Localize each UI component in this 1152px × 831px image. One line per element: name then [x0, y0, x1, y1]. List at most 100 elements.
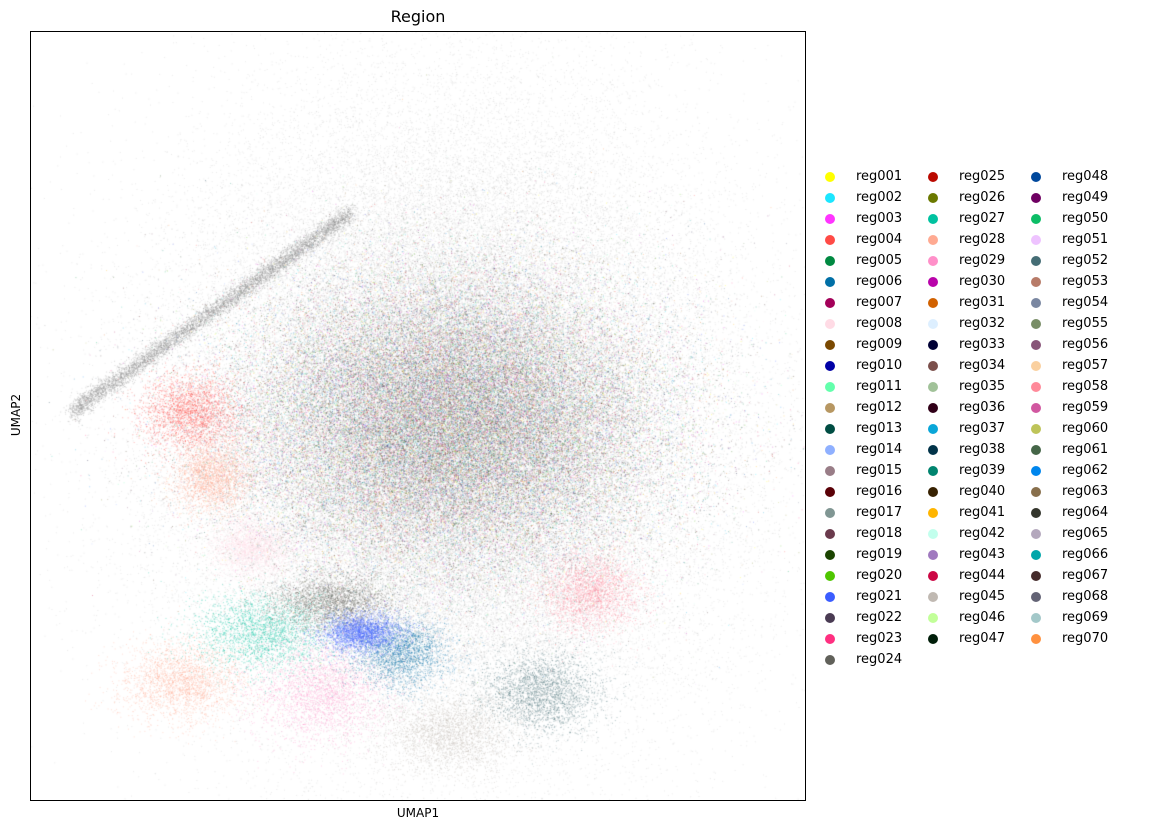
legend-item: reg005: [822, 250, 925, 271]
legend-marker: [928, 444, 938, 455]
legend-item: reg039: [925, 460, 1028, 481]
legend-label: reg004: [856, 232, 903, 247]
legend-item: reg067: [1028, 565, 1131, 586]
legend-label: reg023: [856, 631, 903, 646]
legend-item: reg065: [1028, 523, 1131, 544]
legend-marker: [1031, 192, 1041, 203]
legend-item: reg009: [822, 334, 925, 355]
legend-label: reg035: [959, 379, 1006, 394]
legend-label: reg063: [1062, 484, 1109, 499]
legend-marker: [928, 486, 938, 497]
legend-marker: [928, 318, 938, 329]
legend-item: reg003: [822, 208, 925, 229]
legend-label: reg009: [856, 337, 903, 352]
legend-marker: [1031, 213, 1041, 224]
legend-marker: [825, 444, 835, 455]
legend-item: reg034: [925, 355, 1028, 376]
legend-marker: [928, 612, 938, 623]
legend-marker: [928, 528, 938, 539]
legend-item: reg001: [822, 166, 925, 187]
legend-marker: [825, 570, 835, 581]
legend-marker: [1031, 171, 1041, 182]
legend-marker: [825, 360, 835, 371]
legend-item: reg025: [925, 166, 1028, 187]
legend-item: reg063: [1028, 481, 1131, 502]
legend-marker: [928, 402, 938, 413]
umap-scatter-canvas: [31, 32, 805, 800]
legend-item: reg020: [822, 565, 925, 586]
legend-label: reg007: [856, 295, 903, 310]
legend-item: reg032: [925, 313, 1028, 334]
legend-label: reg037: [959, 421, 1006, 436]
legend-item: reg052: [1028, 250, 1131, 271]
legend-label: reg016: [856, 484, 903, 499]
legend-item: reg045: [925, 586, 1028, 607]
legend-label: reg020: [856, 568, 903, 583]
legend-item: reg014: [822, 439, 925, 460]
legend-marker: [1031, 612, 1041, 623]
legend-label: reg045: [959, 589, 1006, 604]
legend-item: reg058: [1028, 376, 1131, 397]
legend-marker: [1031, 507, 1041, 518]
legend-marker: [928, 192, 938, 203]
legend-label: reg013: [856, 421, 903, 436]
legend-label: reg043: [959, 547, 1006, 562]
legend-label: reg014: [856, 442, 903, 457]
legend-item: reg057: [1028, 355, 1131, 376]
legend-item: reg035: [925, 376, 1028, 397]
legend-item: reg060: [1028, 418, 1131, 439]
legend-label: reg028: [959, 232, 1006, 247]
legend-item: reg036: [925, 397, 1028, 418]
legend-label: reg048: [1062, 169, 1109, 184]
legend-marker: [1031, 297, 1041, 308]
legend-item: reg061: [1028, 439, 1131, 460]
legend-item: reg017: [822, 502, 925, 523]
legend-marker: [1031, 486, 1041, 497]
legend-label: reg068: [1062, 589, 1109, 604]
legend-label: reg032: [959, 316, 1006, 331]
legend-item: reg048: [1028, 166, 1131, 187]
legend-marker: [928, 213, 938, 224]
legend-label: reg022: [856, 610, 903, 625]
legend-marker: [1031, 570, 1041, 581]
x-axis-label: UMAP1: [396, 806, 440, 820]
legend-label: reg066: [1062, 547, 1109, 562]
legend-label: reg002: [856, 190, 903, 205]
legend-item: reg064: [1028, 502, 1131, 523]
legend-item: reg002: [822, 187, 925, 208]
legend-column: reg048 reg049 reg050 reg051 reg052 reg053 reg0…: [1028, 166, 1131, 670]
legend-item: reg027: [925, 208, 1028, 229]
legend-marker: [1031, 381, 1041, 392]
legend-label: reg025: [959, 169, 1006, 184]
legend-label: reg038: [959, 442, 1006, 457]
legend-item: reg028: [925, 229, 1028, 250]
legend-item: reg070: [1028, 628, 1131, 649]
legend-marker: [1031, 318, 1041, 329]
legend-item: reg016: [822, 481, 925, 502]
legend-label: reg042: [959, 526, 1006, 541]
legend-label: reg031: [959, 295, 1006, 310]
legend-marker: [1031, 465, 1041, 476]
legend-item: reg042: [925, 523, 1028, 544]
legend-item: reg007: [822, 292, 925, 313]
legend-label: reg056: [1062, 337, 1109, 352]
legend-label: reg041: [959, 505, 1006, 520]
legend-marker: [825, 591, 835, 602]
legend-marker: [928, 360, 938, 371]
legend-item: reg056: [1028, 334, 1131, 355]
legend-marker: [825, 612, 835, 623]
legend-marker: [825, 234, 835, 245]
legend-marker: [1031, 402, 1041, 413]
legend-item: reg013: [822, 418, 925, 439]
legend-label: reg050: [1062, 211, 1109, 226]
legend-marker: [825, 381, 835, 392]
legend-label: reg029: [959, 253, 1006, 268]
legend-marker: [825, 171, 835, 182]
plot-area[interactable]: [30, 31, 806, 801]
legend-marker: [825, 318, 835, 329]
legend-marker: [928, 381, 938, 392]
legend-label: reg039: [959, 463, 1006, 478]
legend-item: reg029: [925, 250, 1028, 271]
legend-item: reg033: [925, 334, 1028, 355]
legend-label: reg060: [1062, 421, 1109, 436]
